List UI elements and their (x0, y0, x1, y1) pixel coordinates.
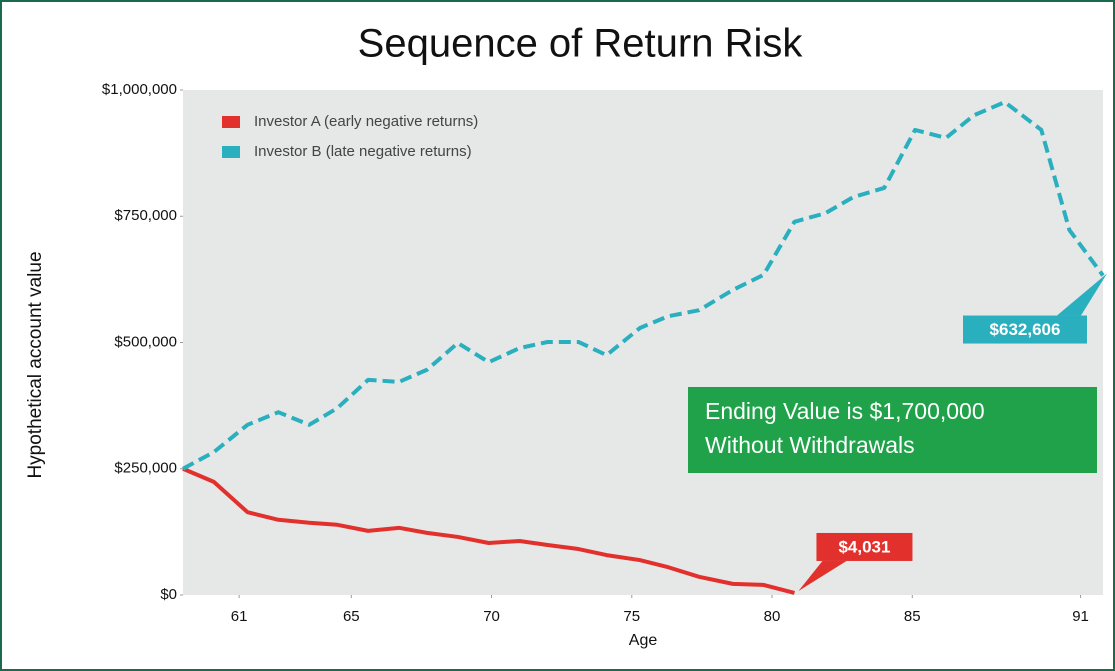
x-tick-label: 91 (1072, 608, 1089, 625)
y-tick-label: $500,000 (114, 333, 177, 350)
x-tick-label: 61 (231, 608, 248, 625)
callout-pointer (1057, 273, 1107, 316)
legend-label: Investor B (late negative returns) (254, 143, 472, 160)
legend-label: Investor A (early negative returns) (254, 113, 478, 130)
legend-swatch (222, 116, 240, 128)
x-tick-label: 85 (904, 608, 921, 625)
value-label: $632,606 (990, 320, 1061, 339)
annotation-box (688, 387, 1097, 473)
x-tick-label: 80 (764, 608, 781, 625)
y-tick-label: $1,000,000 (102, 81, 177, 98)
x-axis-label: Age (629, 632, 658, 649)
callout-box (816, 532, 913, 561)
y-tick-label: $0 (160, 586, 177, 603)
annotation-text: Without Withdrawals (705, 432, 915, 458)
y-tick-label: $250,000 (114, 460, 177, 477)
y-axis-label: Hypothetical account value (25, 251, 46, 478)
y-tick-label: $750,000 (114, 207, 177, 224)
x-tick-label: 65 (343, 608, 360, 625)
x-tick-label: 70 (483, 608, 500, 625)
x-tick-label: 75 (623, 608, 640, 625)
chart-title: Sequence of Return Risk (358, 22, 804, 66)
legend-swatch (222, 146, 240, 158)
value-label: $4,031 (838, 537, 890, 556)
plot-area (183, 90, 1103, 595)
annotation-text: Ending Value is $1,700,000 (705, 398, 985, 424)
callout-pointer (798, 560, 847, 591)
series-line (182, 466, 795, 595)
series-line (182, 100, 1105, 471)
callout-box (963, 315, 1087, 344)
